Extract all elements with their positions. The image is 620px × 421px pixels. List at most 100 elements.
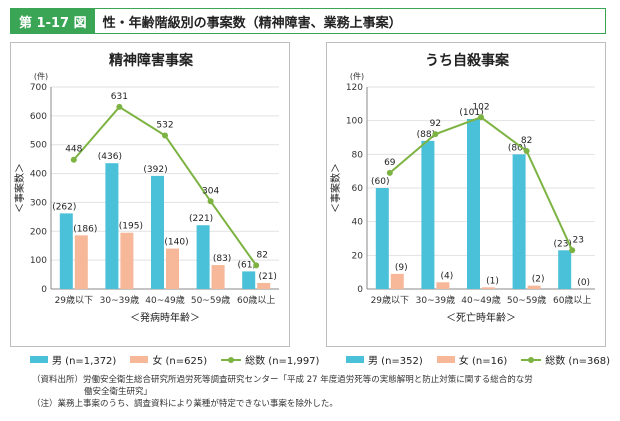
data-label-male: (80) (508, 143, 526, 153)
data-label-female: (195) (119, 222, 143, 232)
bar-male (512, 154, 526, 289)
legend-swatch-total (221, 355, 242, 365)
data-label-male: (392) (143, 165, 167, 175)
bar-female (257, 282, 271, 289)
bar-female (166, 248, 179, 289)
bar-female (390, 273, 404, 289)
source-note-line: （資料出所）労働安全衛生総合研究所過労死等調査研究センター「平成 27 年度過労… (32, 375, 533, 385)
total-point (386, 169, 393, 176)
data-label-male: (221) (189, 214, 213, 224)
y-tick-label: 400 (30, 170, 47, 180)
bar-female (527, 285, 541, 289)
data-label-male: (101) (459, 108, 483, 118)
x-tick-label: 40~49歳 (145, 294, 184, 306)
chart-title: 精神障害事案 (109, 52, 194, 69)
legend-swatch-female (436, 356, 455, 363)
legend-item-male: 男 (n=1,372) (30, 352, 116, 367)
y-tick-label: 0 (357, 285, 363, 295)
legend-label-total: 総数 (n=368) (545, 356, 611, 367)
bar-female (482, 287, 495, 289)
legend-label-male: 男 (n=1,372) (52, 356, 117, 367)
y-unit-label: (件) (350, 71, 364, 81)
source-notes: （資料出所）労働安全衛生総合研究所過労死等調査研究センター「平成 27 年度過労… (32, 374, 602, 410)
total-point (116, 103, 123, 110)
bar-male (558, 250, 572, 289)
data-label-total: 82 (256, 250, 267, 260)
bar-male (375, 188, 389, 289)
bar-male (196, 225, 210, 289)
data-label-female: (140) (164, 238, 188, 248)
data-label-female: (83) (213, 254, 231, 264)
total-point (432, 131, 439, 138)
data-label-total: 92 (430, 119, 441, 129)
data-label-male: (60) (371, 177, 389, 187)
legend-label-total: 総数 (n=1,997) (245, 356, 320, 367)
data-label-total: 102 (472, 102, 489, 112)
data-label-female: (4) (441, 271, 454, 281)
bar-female (211, 265, 225, 289)
y-tick-label: 80 (352, 150, 364, 160)
data-label-total: 448 (65, 145, 82, 155)
bar-male (151, 175, 164, 289)
data-label-female: (21) (258, 272, 276, 282)
x-tick-label: 60歳以上 (553, 294, 591, 306)
y-tick-label: 20 (352, 251, 364, 261)
data-label-male: (61) (237, 260, 255, 270)
y-tick-label: 500 (30, 141, 47, 151)
legend-right: 男 (n=352) 女 (n=16) 総数 (n=368) (346, 352, 610, 367)
y-tick-label: 300 (30, 198, 47, 208)
y-unit-label: (件) (34, 71, 48, 81)
y-tick-label: 0 (41, 285, 47, 295)
data-label-female: (9) (395, 263, 408, 273)
chart-panel-suicide: うち自殺事案 (件) 0 20 40 60 80 100 120 ＜事案数＞ (60) (9) 29歳以… (326, 42, 606, 347)
y-tick-label: 600 (30, 112, 47, 122)
chart-svg-mental-disorder: 精神障害事案 (件) 0 100 200 300 400 500 600 700 ＜事案数＞ (262… (13, 52, 279, 324)
legend-swatch-male (30, 356, 48, 363)
y-tick-label: 700 (30, 83, 47, 93)
data-label-female: (1) (486, 276, 499, 286)
x-tick-label: 50~59歳 (507, 294, 546, 306)
data-label-total: 631 (111, 92, 128, 102)
figure-header: 第 1-17 図 性・年齢階級別の事案数（精神障害、業務上事案） (10, 8, 606, 34)
legend-item-total: 総数 (n=368) (521, 352, 610, 367)
legend-item-total: 総数 (n=1,997) (221, 352, 319, 367)
y-axis-label: ＜事案数＞ (13, 163, 26, 213)
legend-swatch-total (521, 355, 542, 365)
y-tick-label: 200 (30, 227, 47, 237)
chart-svg-suicide: うち自殺事案 (件) 0 20 40 60 80 100 120 ＜事案数＞ (60) (9) 29歳以… (329, 52, 595, 324)
x-tick-label: 50~59歳 (191, 294, 230, 306)
data-label-total: 304 (202, 186, 219, 196)
x-axis-label: ＜発病時年齢＞ (130, 311, 200, 324)
bar-female (74, 235, 88, 289)
x-tick-label: 30~39歳 (416, 294, 455, 306)
y-tick-label: 100 (346, 117, 363, 127)
data-label-male: (23) (553, 239, 571, 249)
x-tick-label: 40~49歳 (461, 294, 500, 306)
chart-panel-mental-disorder: 精神障害事案 (件) 0 100 200 300 400 500 600 700 ＜事案数＞ (262… (10, 42, 290, 347)
source-note-line: 働安全衛生研究」 (84, 387, 153, 397)
legend-swatch-male (346, 356, 364, 363)
data-label-female: (0) (577, 278, 590, 288)
total-point (478, 114, 484, 121)
x-tick-label: 30~39歳 (100, 294, 139, 306)
total-point (70, 156, 77, 163)
total-point (253, 262, 260, 269)
x-tick-label: 60歳以上 (237, 294, 275, 306)
total-point (162, 132, 168, 139)
chart-title: うち自殺事案 (425, 52, 510, 69)
data-label-male: (436) (98, 152, 122, 162)
bar-female (436, 282, 450, 289)
y-tick-label: 40 (352, 218, 364, 228)
legend-label-male: 男 (n=352) (368, 356, 423, 367)
y-tick-label: 100 (30, 256, 47, 266)
bar-female (120, 232, 134, 289)
y-tick-label: 120 (346, 83, 363, 93)
x-axis-label: ＜死亡時年齢＞ (446, 311, 516, 324)
legend-label-female: 女 (n=16) (458, 356, 508, 367)
total-point (569, 247, 576, 254)
data-label-total: 69 (384, 158, 396, 168)
data-label-male: (262) (52, 202, 76, 212)
y-axis-label: ＜事案数＞ (329, 163, 342, 213)
data-label-total: 82 (521, 136, 532, 146)
x-tick-label: 29歳以下 (55, 294, 93, 306)
